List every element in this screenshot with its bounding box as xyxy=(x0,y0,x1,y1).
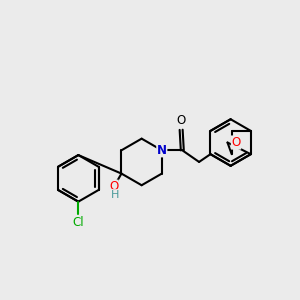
Text: O: O xyxy=(176,114,186,128)
Text: O: O xyxy=(231,136,241,149)
Text: H: H xyxy=(110,190,119,200)
Text: N: N xyxy=(157,144,167,157)
Text: Cl: Cl xyxy=(73,216,84,229)
Text: O: O xyxy=(109,180,118,193)
